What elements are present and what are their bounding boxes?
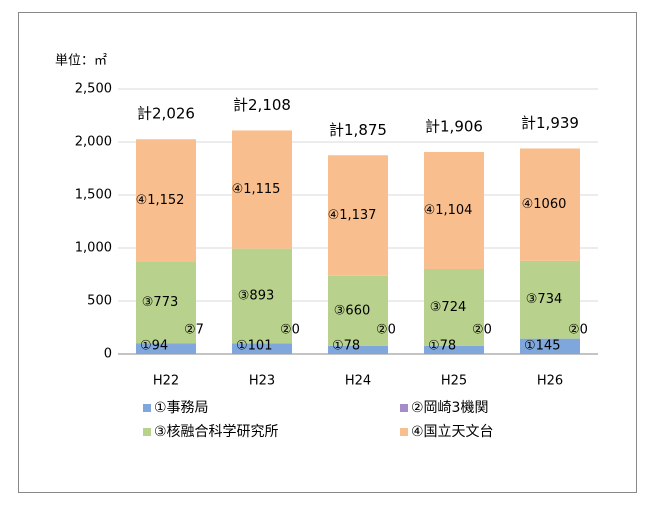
data-label: ④1,115 (232, 182, 281, 197)
total-label: 計1,939 (521, 114, 579, 132)
bar-segment (520, 148, 580, 261)
total-label: 計2,026 (137, 105, 195, 123)
bar-segment (136, 343, 196, 345)
x-tick-label: H26 (537, 374, 563, 389)
data-label: ③724 (430, 300, 466, 315)
data-label: ①78 (332, 339, 360, 354)
legend-label: ②岡崎3機関 (411, 400, 488, 416)
bar-segment (424, 268, 484, 346)
y-tick-label: 2,000 (75, 135, 112, 150)
y-tick-label: 1,500 (75, 188, 112, 203)
legend-swatch (400, 428, 408, 436)
data-label: ②0 (568, 323, 588, 338)
bar-segment (136, 261, 196, 344)
x-tick-label: H24 (345, 374, 371, 389)
total-label: 計2,108 (233, 96, 291, 114)
data-label: ④1,137 (328, 208, 377, 223)
legend-label: ①事務局 (154, 400, 209, 416)
y-tick-label: 1,000 (75, 241, 112, 256)
bar-segment (328, 345, 388, 354)
bar-segment (232, 130, 292, 249)
data-label: ①145 (524, 339, 560, 354)
bar-segment (232, 343, 292, 354)
data-label: ①78 (428, 339, 456, 354)
unit-label: 単位：㎡ (55, 53, 107, 69)
data-label: ①94 (140, 339, 168, 354)
legend-swatch (143, 404, 151, 412)
data-label: ③773 (142, 295, 178, 310)
data-label: ③734 (526, 292, 562, 307)
bar-segment (520, 260, 580, 339)
total-label: 計1,875 (329, 121, 387, 139)
data-label: ②0 (472, 323, 492, 338)
legend-swatch (400, 404, 408, 412)
data-label: ②0 (280, 323, 300, 338)
data-label: ④1,152 (136, 193, 185, 208)
bar-segment (136, 344, 196, 354)
x-tick-label: H25 (441, 374, 467, 389)
y-tick-label: 500 (87, 294, 112, 309)
bar-segment (424, 345, 484, 354)
bar-segment (328, 155, 388, 276)
bar-segment (232, 248, 292, 344)
bar-segment (328, 275, 388, 346)
data-label: ④1060 (522, 197, 567, 212)
x-tick-label: H23 (249, 374, 275, 389)
data-label: ④1,104 (424, 203, 473, 218)
data-label: ②7 (184, 323, 204, 338)
data-label: ③660 (334, 303, 370, 318)
data-label: ②0 (376, 323, 396, 338)
bar-segment (520, 338, 580, 354)
data-label: ③893 (238, 288, 274, 303)
total-label: 計1,906 (425, 117, 483, 135)
bar-segment (136, 139, 196, 262)
legend-swatch (143, 428, 151, 436)
legend-label: ③核融合科学研究所 (154, 424, 279, 440)
y-tick-label: 0 (104, 347, 112, 362)
x-tick-label: H22 (153, 374, 179, 389)
y-tick-label: 2,500 (75, 82, 112, 97)
bar-segment (424, 151, 484, 269)
legend-label: ④国立天文台 (411, 424, 494, 440)
data-label: ①101 (236, 339, 272, 354)
